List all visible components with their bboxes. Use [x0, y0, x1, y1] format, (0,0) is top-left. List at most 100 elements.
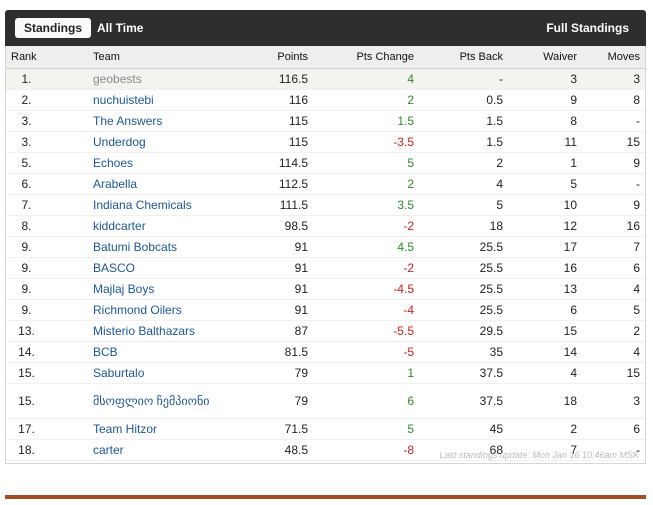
- waiver-cell: 18: [507, 383, 581, 419]
- table-row: 9. Batumi Bobcats 91 4.5 25.5 17 7: [6, 236, 645, 258]
- moves-cell: 4: [581, 278, 645, 300]
- points-cell: 81.5: [241, 341, 312, 363]
- pts-back-cell: 18: [418, 215, 507, 237]
- team-link[interactable]: Arabella: [93, 176, 138, 191]
- pts-back-cell: 1.5: [418, 131, 507, 153]
- team-link[interactable]: nuchuistebi: [93, 92, 154, 107]
- standings-panel: Rank Team Points Pts Change Pts Back Wai…: [5, 46, 646, 464]
- team-link[interactable]: Team Hitzor: [93, 421, 158, 436]
- rank-cell: 6.: [6, 173, 89, 195]
- waiver-cell: 5: [507, 173, 581, 195]
- moves-cell: 9: [581, 194, 645, 216]
- table-row: 15. Saburtalo 79 1 37.5 4 15: [6, 362, 645, 384]
- waiver-cell: 3: [507, 68, 581, 90]
- table-row: 3. The Answers 115 1.5 1.5 8-: [6, 110, 645, 132]
- tab-standings[interactable]: Standings: [15, 18, 92, 38]
- rank-cell: 1.: [6, 68, 89, 90]
- moves-cell: 3: [581, 383, 645, 419]
- moves-cell: 6: [581, 257, 645, 279]
- waiver-cell: 11: [507, 131, 581, 153]
- pts-back-cell: 45: [418, 418, 507, 440]
- pts-change-cell: 2: [312, 173, 418, 195]
- team-link[interactable]: Underdog: [93, 134, 146, 149]
- team-link[interactable]: Saburtalo: [93, 365, 145, 380]
- pts-change-cell: -2: [312, 257, 418, 279]
- rank-cell: 15.: [6, 362, 89, 384]
- table-row: 13. Misterio Balthazars 87 -5.5 29.5 15 2: [6, 320, 645, 342]
- tab-all-time[interactable]: All Time: [97, 21, 144, 35]
- rank-cell: 18.: [6, 439, 89, 461]
- team-link[interactable]: Richmond Oilers: [93, 302, 182, 317]
- moves-cell: 16: [581, 215, 645, 237]
- pts-change-cell: -4.5: [312, 278, 418, 300]
- points-cell: 98.5: [241, 215, 312, 237]
- standings-table: Rank Team Points Pts Change Pts Back Wai…: [6, 46, 645, 461]
- team-link[interactable]: BASCO: [93, 260, 136, 275]
- team-link[interactable]: Majlaj Boys: [93, 281, 155, 296]
- team-cell: Echoes: [89, 152, 241, 174]
- team-cell: Batumi Bobcats: [89, 236, 241, 258]
- pts-back-cell: 35: [418, 341, 507, 363]
- table-row: 5. Echoes 114.5 5 2 1 9: [6, 152, 645, 174]
- team-link[interactable]: carter: [93, 442, 124, 457]
- team-link[interactable]: BCB: [93, 344, 118, 359]
- moves-cell: -: [581, 110, 645, 132]
- team-link[interactable]: The Answers: [93, 113, 163, 128]
- column-header-moves: Moves: [581, 46, 645, 69]
- rank-cell: 9.: [6, 299, 89, 321]
- points-cell: 91: [241, 278, 312, 300]
- column-header-waiver: Waiver: [507, 46, 581, 69]
- team-cell: carter: [89, 439, 241, 461]
- pts-change-cell: 2: [312, 89, 418, 111]
- full-standings-link[interactable]: Full Standings: [546, 21, 629, 35]
- bottom-divider: [5, 495, 646, 499]
- moves-cell: 8: [581, 89, 645, 111]
- table-row: 6. Arabella 112.5 2 4 5-: [6, 173, 645, 195]
- table-row: 9. Richmond Oilers 91 -4 25.5 6 5: [6, 299, 645, 321]
- points-cell: 48.5: [241, 439, 312, 461]
- team-link[interactable]: kiddcarter: [93, 218, 146, 233]
- points-cell: 115: [241, 110, 312, 132]
- table-row: 2. nuchuistebi 116 2 0.5 9 8: [6, 89, 645, 111]
- table-row: 14. BCB 81.5 -5 35 14 4: [6, 341, 645, 363]
- pts-change-cell: 3.5: [312, 194, 418, 216]
- moves-cell: 6: [581, 418, 645, 440]
- pts-back-cell: 1.5: [418, 110, 507, 132]
- rank-cell: 5.: [6, 152, 89, 174]
- pts-change-cell: -2: [312, 215, 418, 237]
- team-link[interactable]: Batumi Bobcats: [93, 239, 178, 254]
- standings-widget: Standings All Time Full Standings Rank T…: [5, 10, 646, 464]
- table-row: 1. geobests 116.5 4-3 3: [6, 68, 645, 90]
- table-row: 7. Indiana Chemicals 111.5 3.5 5 10 9: [6, 194, 645, 216]
- team-link[interactable]: Misterio Balthazars: [93, 323, 196, 338]
- table-row: 9. BASCO 91 -2 25.5 16 6: [6, 257, 645, 279]
- tab-bar: Standings All Time Full Standings: [5, 10, 646, 46]
- moves-cell: 3: [581, 68, 645, 90]
- team-cell: Richmond Oilers: [89, 299, 241, 321]
- team-cell: kiddcarter: [89, 215, 241, 237]
- rank-cell: 3.: [6, 131, 89, 153]
- points-cell: 111.5: [241, 194, 312, 216]
- team-link[interactable]: Indiana Chemicals: [93, 197, 192, 212]
- pts-back-cell: 2: [418, 152, 507, 174]
- team-link[interactable]: Echoes: [93, 155, 134, 170]
- team-cell: Indiana Chemicals: [89, 194, 241, 216]
- team-link[interactable]: geobests: [93, 71, 142, 86]
- pts-change-cell: 1.5: [312, 110, 418, 132]
- rank-cell: 17.: [6, 418, 89, 440]
- rank-cell: 3.: [6, 110, 89, 132]
- waiver-cell: 9: [507, 89, 581, 111]
- table-row: 9. Majlaj Boys 91 -4.5 25.5 13 4: [6, 278, 645, 300]
- rank-cell: 7.: [6, 194, 89, 216]
- pts-change-cell: 5: [312, 152, 418, 174]
- column-header-rank: Rank: [6, 46, 89, 69]
- rank-cell: 2.: [6, 89, 89, 111]
- pts-back-cell: 29.5: [418, 320, 507, 342]
- moves-cell: -: [581, 173, 645, 195]
- column-header-points: Points: [241, 46, 312, 69]
- points-cell: 79: [241, 383, 312, 419]
- moves-cell: 9: [581, 152, 645, 174]
- table-row: 18. carter 48.5 -8 68 7-: [6, 439, 645, 461]
- team-link[interactable]: მსოფლიო ჩემპიონი: [93, 393, 210, 408]
- points-cell: 91: [241, 257, 312, 279]
